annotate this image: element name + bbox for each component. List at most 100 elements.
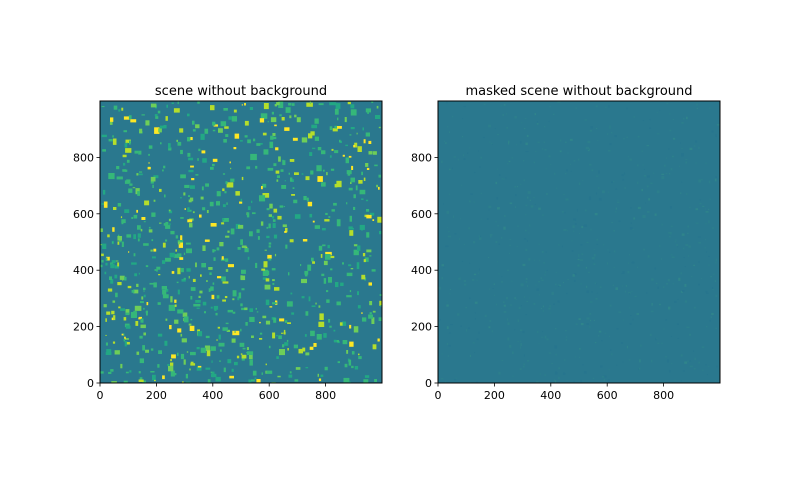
heatmap-cell [583,224,588,227]
heatmap-cell [189,197,194,202]
heatmap-cell [213,305,219,310]
heatmap-cell [178,242,183,248]
heatmap-cell [103,201,108,208]
heatmap-cell [326,299,330,303]
heatmap-cell [560,139,562,142]
heatmap-cell [680,290,683,293]
heatmap-cell [498,371,501,375]
heatmap-cell [305,352,310,356]
heatmap-cell [595,192,598,195]
heatmap-cell [543,262,545,264]
heatmap-cell [172,373,177,376]
heatmap-cell [659,109,661,111]
heatmap-cell [651,278,654,281]
heatmap-cell [346,295,352,298]
heatmap-cell [659,303,661,306]
heatmap-cell [337,117,339,121]
heatmap-cell [288,172,290,175]
heatmap-cell [548,155,551,158]
heatmap-cell [328,216,331,218]
heatmap-cell [287,348,289,351]
heatmap-cell [142,345,145,351]
heatmap-cell [263,261,268,268]
heatmap-cell [524,296,525,298]
heatmap-cell [189,325,195,331]
heatmap-cell [680,272,682,275]
heatmap-cell [621,273,623,275]
heatmap-cell [143,290,145,292]
heatmap-cell [628,262,630,264]
heatmap-cell [715,134,717,138]
heatmap-cell [519,140,522,144]
heatmap-cell [514,206,516,208]
heatmap-cell [259,195,266,202]
heatmap-cell [268,214,272,217]
heatmap-cell [379,300,382,306]
heatmap-cell [458,278,461,280]
heatmap-cell [159,222,162,224]
heatmap-cell [627,156,630,158]
heatmap-cell [295,367,301,370]
heatmap-cell [553,113,555,115]
heatmap-cell [546,338,549,341]
heatmap-cell [583,371,587,374]
heatmap-cell [518,306,521,310]
heatmap-cell [681,148,683,150]
heatmap-cell [461,184,463,186]
heatmap-cell [158,350,162,354]
heatmap-cell [573,160,576,162]
heatmap-cell [233,147,237,150]
heatmap-cell [669,173,671,175]
heatmap-cell [210,346,216,351]
heatmap-cell [351,351,355,355]
heatmap-cell [573,220,575,222]
heatmap-cell [350,104,355,109]
heatmap-cell [310,131,315,136]
heatmap-cell [192,211,195,214]
heatmap-cell [125,325,131,329]
heatmap-cell [272,282,275,285]
heatmap-cell [467,152,469,154]
heatmap-cell [302,347,306,352]
heatmap-cell [362,253,366,257]
heatmap-cell [516,144,518,146]
heatmap-cell [576,208,578,212]
heatmap-cell [629,158,632,161]
heatmap-cell [232,290,237,297]
heatmap-cell [611,222,613,224]
heatmap-cell [478,235,481,238]
heatmap-cell [710,276,712,278]
heatmap-cell [542,305,544,308]
heatmap-cell [549,304,551,308]
heatmap-cell [168,209,171,212]
heatmap-cell [264,284,271,290]
heatmap-cell [706,251,708,253]
heatmap-cell [278,156,281,162]
heatmap-cell [523,238,527,240]
heatmap-cell [173,108,180,113]
heatmap-cell [538,207,541,210]
heatmap-cell [270,135,274,140]
heatmap-cell [533,259,535,261]
heatmap-cell [206,280,208,282]
heatmap-cell [183,359,186,365]
heatmap-cell [482,136,485,139]
heatmap-cell [681,121,684,124]
heatmap-cell [450,324,453,326]
heatmap-cell [507,337,510,341]
heatmap-cell [134,150,139,154]
heatmap-cell [656,338,658,339]
heatmap-cell [555,271,557,273]
heatmap-cell [310,170,314,175]
heatmap-cell [309,101,311,105]
heatmap-cell [196,347,200,350]
heatmap-cell [540,336,544,338]
heatmap-cell [593,263,596,265]
heatmap-cell [517,225,519,228]
heatmap-cell [318,305,321,308]
heatmap-cell [241,104,243,106]
heatmap-cell [304,274,308,277]
heatmap-cell [349,215,352,222]
heatmap-cell [520,343,522,346]
heatmap-cell [276,179,279,182]
